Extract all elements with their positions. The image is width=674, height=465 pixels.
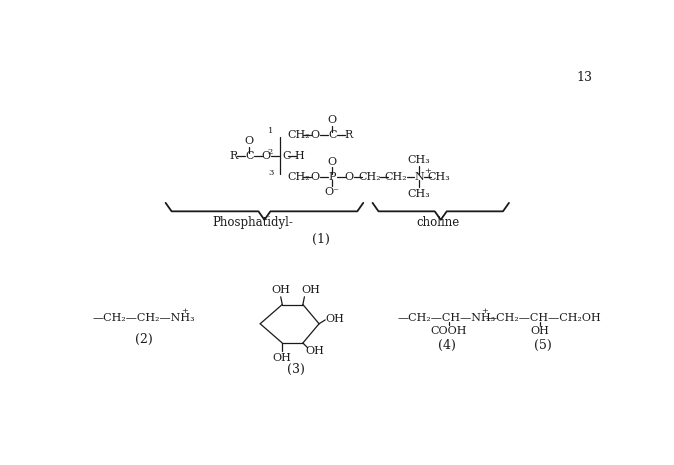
Text: OH: OH bbox=[325, 314, 344, 324]
Text: —CH₂—CH—CH₂OH: —CH₂—CH—CH₂OH bbox=[485, 312, 601, 323]
Text: C: C bbox=[282, 151, 291, 161]
Text: O: O bbox=[328, 115, 337, 126]
Text: CH₃: CH₃ bbox=[408, 155, 431, 165]
Text: (5): (5) bbox=[534, 339, 552, 352]
Text: COOH: COOH bbox=[430, 326, 467, 337]
Text: O: O bbox=[262, 151, 271, 161]
Text: O: O bbox=[328, 157, 337, 167]
Text: N: N bbox=[415, 172, 424, 182]
Text: 3: 3 bbox=[268, 169, 273, 177]
Text: R: R bbox=[229, 151, 237, 161]
Text: choline: choline bbox=[416, 216, 459, 229]
Text: CH₂: CH₂ bbox=[287, 172, 310, 182]
Text: CH₃: CH₃ bbox=[428, 172, 451, 182]
Text: —CH₂—CH—NH₃: —CH₂—CH—NH₃ bbox=[398, 312, 496, 323]
Text: O: O bbox=[311, 130, 319, 140]
Text: OH: OH bbox=[273, 353, 292, 364]
Text: O⁻: O⁻ bbox=[325, 187, 340, 197]
Text: O: O bbox=[311, 172, 319, 182]
Text: +: + bbox=[425, 167, 431, 175]
Text: 1: 1 bbox=[268, 127, 273, 135]
Text: OH: OH bbox=[301, 285, 320, 295]
Text: CH₂: CH₂ bbox=[384, 172, 407, 182]
Text: (1): (1) bbox=[311, 232, 330, 246]
Text: OH: OH bbox=[271, 285, 290, 295]
Text: H: H bbox=[295, 151, 305, 161]
Text: 2: 2 bbox=[268, 148, 273, 156]
Text: CH₂: CH₂ bbox=[358, 172, 381, 182]
Text: C: C bbox=[328, 130, 336, 140]
Text: (2): (2) bbox=[135, 332, 153, 345]
Text: OH: OH bbox=[306, 345, 325, 356]
Text: O: O bbox=[245, 136, 254, 146]
Text: OH: OH bbox=[530, 326, 549, 337]
Text: O: O bbox=[344, 172, 354, 182]
Text: C: C bbox=[245, 151, 253, 161]
Text: P: P bbox=[328, 172, 336, 182]
Text: 13: 13 bbox=[576, 71, 592, 84]
Text: R: R bbox=[344, 130, 353, 140]
Text: (3): (3) bbox=[287, 363, 305, 376]
Text: +: + bbox=[481, 307, 488, 315]
Text: Phosphatidyl-: Phosphatidyl- bbox=[213, 216, 294, 229]
Text: (4): (4) bbox=[438, 339, 456, 352]
Text: —CH₂—CH₂—NH₃: —CH₂—CH₂—NH₃ bbox=[92, 312, 195, 323]
Text: CH₂: CH₂ bbox=[287, 130, 310, 140]
Text: CH₃: CH₃ bbox=[408, 189, 431, 199]
Text: +: + bbox=[181, 307, 188, 315]
